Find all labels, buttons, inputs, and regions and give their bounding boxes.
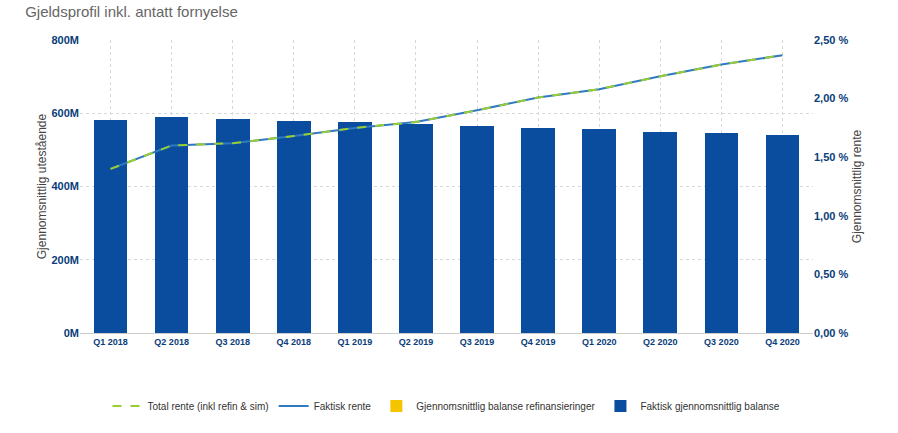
svg-text:Q4 2018: Q4 2018 (277, 337, 312, 347)
svg-text:200M: 200M (51, 254, 79, 266)
svg-text:Gjennomsnittlig rente: Gjennomsnittlig rente (850, 129, 864, 243)
svg-text:0,00 %: 0,00 % (814, 327, 848, 339)
svg-text:Q1 2020: Q1 2020 (582, 337, 617, 347)
svg-text:Faktisk rente: Faktisk rente (314, 401, 372, 412)
svg-text:2,50 %: 2,50 % (814, 34, 848, 46)
svg-text:0M: 0M (64, 327, 79, 339)
svg-text:2,00 %: 2,00 % (814, 92, 848, 104)
svg-text:Q2 2019: Q2 2019 (399, 337, 434, 347)
svg-text:800M: 800M (51, 34, 79, 46)
svg-text:Q2 2020: Q2 2020 (643, 337, 678, 347)
svg-text:Gjennomsnittlig utestående: Gjennomsnittlig utestående (35, 113, 49, 259)
svg-text:Faktisk gjennomsnittlig balans: Faktisk gjennomsnittlig balanse (640, 401, 779, 412)
svg-text:1,50 %: 1,50 % (814, 151, 848, 163)
svg-text:Q2 2018: Q2 2018 (154, 337, 189, 347)
svg-text:600M: 600M (51, 107, 79, 119)
svg-text:Q4 2019: Q4 2019 (521, 337, 556, 347)
svg-text:Gjeldsprofil inkl. antatt forn: Gjeldsprofil inkl. antatt fornyelse (25, 3, 238, 20)
svg-text:Q3 2018: Q3 2018 (215, 337, 250, 347)
svg-text:Gjennomsnittlig balanse refina: Gjennomsnittlig balanse refinansieringer (416, 401, 595, 412)
svg-text:Q4 2020: Q4 2020 (765, 337, 800, 347)
svg-text:400M: 400M (51, 180, 79, 192)
svg-text:Q1 2019: Q1 2019 (338, 337, 373, 347)
svg-text:Q3 2020: Q3 2020 (704, 337, 739, 347)
svg-text:Q3 2019: Q3 2019 (460, 337, 495, 347)
svg-text:Q1 2018: Q1 2018 (93, 337, 128, 347)
svg-text:1,00 %: 1,00 % (814, 210, 848, 222)
svg-text:Total rente (inkl refin & sim): Total rente (inkl refin & sim) (148, 401, 269, 412)
svg-text:0,50 %: 0,50 % (814, 268, 848, 280)
